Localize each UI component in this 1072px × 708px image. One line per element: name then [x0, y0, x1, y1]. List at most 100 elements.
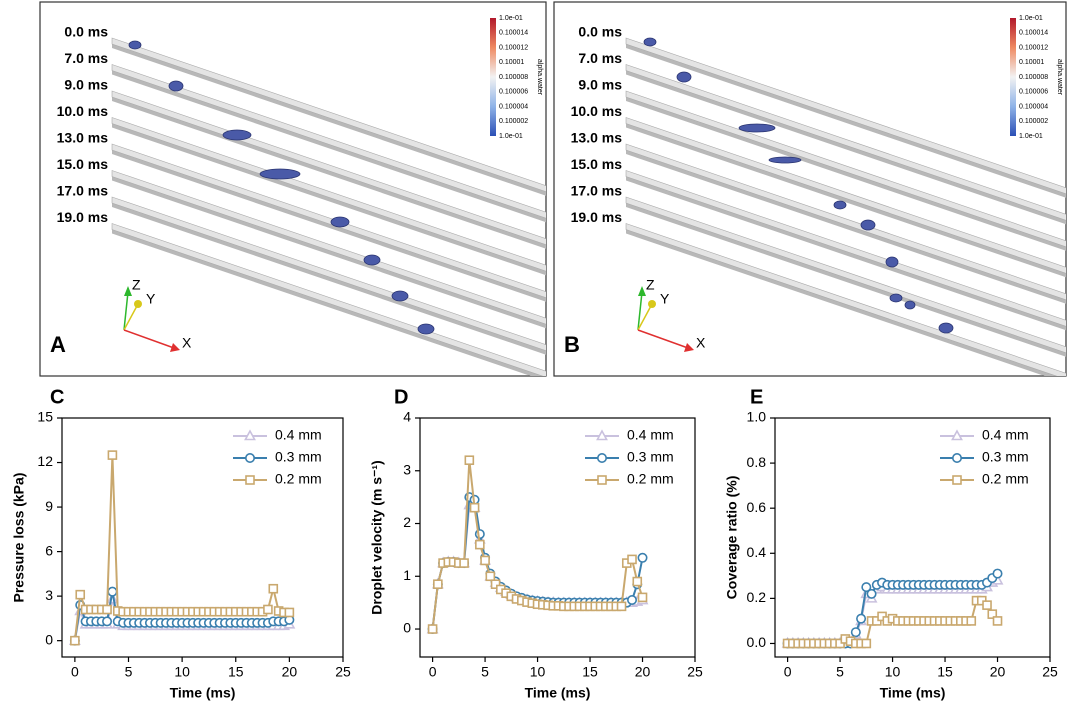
- time-label: 10.0 ms: [57, 103, 109, 119]
- channels: [625, 37, 1066, 376]
- axis-z: [637, 291, 643, 331]
- panel-letter: E: [750, 386, 763, 408]
- channel-side: [626, 97, 1066, 251]
- droplet: [889, 293, 903, 303]
- channel: [625, 90, 1066, 248]
- axis-x-head: [170, 343, 180, 352]
- droplet: [259, 168, 301, 180]
- time-label: 9.0 ms: [578, 77, 622, 93]
- marker: [70, 635, 80, 646]
- axis-y-head: [648, 300, 656, 308]
- colorbar-label: 0.100002: [499, 118, 528, 125]
- y-tick-label: 0: [403, 620, 411, 636]
- legend-label: 0.4 mm: [275, 427, 322, 443]
- time-label: 7.0 ms: [64, 50, 108, 66]
- marker: [627, 554, 637, 565]
- panel-letter: A: [50, 332, 66, 357]
- y-tick-label: 3: [403, 461, 411, 477]
- axis-y-head: [134, 300, 142, 308]
- channel-side: [112, 150, 546, 302]
- legend-marker: [596, 429, 608, 441]
- render-panel: 0.0 ms 7.0 ms 9.0 ms 10.0 ms 13.0 ms 15.0 ms 1…: [553, 1, 1067, 377]
- marker: [433, 579, 443, 589]
- marker: [637, 592, 648, 603]
- time-label: 13.0 ms: [571, 130, 623, 146]
- legend-marker: [596, 452, 607, 463]
- axis-letter: Z: [646, 277, 655, 293]
- channel-side: [626, 150, 1066, 304]
- marker: [284, 607, 295, 618]
- marker: [850, 627, 861, 638]
- channel: [111, 37, 546, 193]
- marker: [992, 616, 1003, 626]
- droplet: [363, 254, 381, 266]
- marker: [268, 583, 279, 594]
- panel-letter: B: [564, 332, 580, 357]
- channel-side: [112, 70, 546, 223]
- panel-letter: C: [50, 386, 64, 408]
- droplet: [222, 129, 252, 141]
- marker: [861, 638, 872, 649]
- colorbar-label: 0.100006: [1019, 89, 1048, 96]
- channel: [111, 117, 546, 272]
- droplet: [643, 37, 657, 47]
- colorbar-title: alpha.water: [1056, 59, 1063, 96]
- axis-x-head: [684, 343, 694, 352]
- legend-marker: [245, 475, 255, 485]
- time-label: 0.0 ms: [64, 24, 108, 40]
- x-tick-label: 15: [937, 664, 953, 680]
- x-tick-label: 20: [635, 664, 651, 680]
- colorbar-label: 0.100006: [499, 89, 528, 96]
- axis-letter: Y: [660, 291, 670, 307]
- droplet: [330, 216, 350, 228]
- channel-side: [112, 203, 546, 355]
- channel-side: [626, 70, 1066, 225]
- channel-side: [112, 176, 546, 329]
- channel-side: [112, 44, 546, 196]
- y-tick-label: 1.0: [747, 409, 767, 425]
- droplet: [417, 323, 435, 335]
- channel: [625, 170, 1066, 327]
- time-label: 7.0 ms: [578, 50, 622, 66]
- marker: [866, 588, 877, 599]
- x-tick-label: 25: [335, 664, 351, 680]
- y-tick-label: 15: [37, 409, 53, 425]
- channel: [111, 64, 546, 219]
- time-label: 15.0 ms: [57, 156, 109, 172]
- legend-marker: [951, 429, 963, 441]
- marker: [107, 450, 118, 460]
- axis-z-head: [638, 286, 646, 296]
- marker: [469, 502, 480, 513]
- channel-side: [112, 123, 546, 276]
- droplet: [391, 290, 409, 302]
- channel-side: [112, 97, 546, 249]
- x-tick-label: 0: [429, 664, 437, 680]
- marker: [490, 579, 501, 589]
- x-tick-label: 25: [1042, 664, 1058, 680]
- marker: [102, 616, 113, 627]
- axis-letter: Y: [146, 291, 156, 307]
- droplet: [860, 219, 876, 231]
- droplet: [676, 71, 692, 83]
- time-label: 0.0 ms: [578, 24, 622, 40]
- channel: [111, 90, 546, 246]
- colorbar-label: 0.100004: [1019, 103, 1048, 110]
- droplet: [904, 300, 916, 310]
- y-tick-label: 4: [403, 409, 411, 425]
- axis-letter: X: [182, 335, 192, 351]
- legend-marker: [952, 475, 962, 485]
- colorbar-label: 1.0e-01: [499, 133, 523, 140]
- marker: [485, 571, 496, 582]
- marker: [459, 558, 469, 568]
- x-tick-label: 10: [530, 664, 546, 680]
- plot-frame: [774, 417, 1051, 658]
- droplet: [738, 123, 776, 133]
- colorbar: [490, 18, 496, 136]
- axis-z: [123, 291, 129, 331]
- time-label: 13.0 ms: [57, 130, 109, 146]
- marker: [637, 552, 648, 563]
- channel-side: [626, 123, 1066, 278]
- droplet: [168, 80, 184, 92]
- render-panel: 0.0 ms 7.0 ms 9.0 ms 10.0 ms 13.0 ms 15.0 ms 1…: [39, 1, 547, 377]
- line-chart: D 0 1 2 3 4 0 5 10 15 20 25 Time (ms) Droplet velocit…: [369, 386, 703, 700]
